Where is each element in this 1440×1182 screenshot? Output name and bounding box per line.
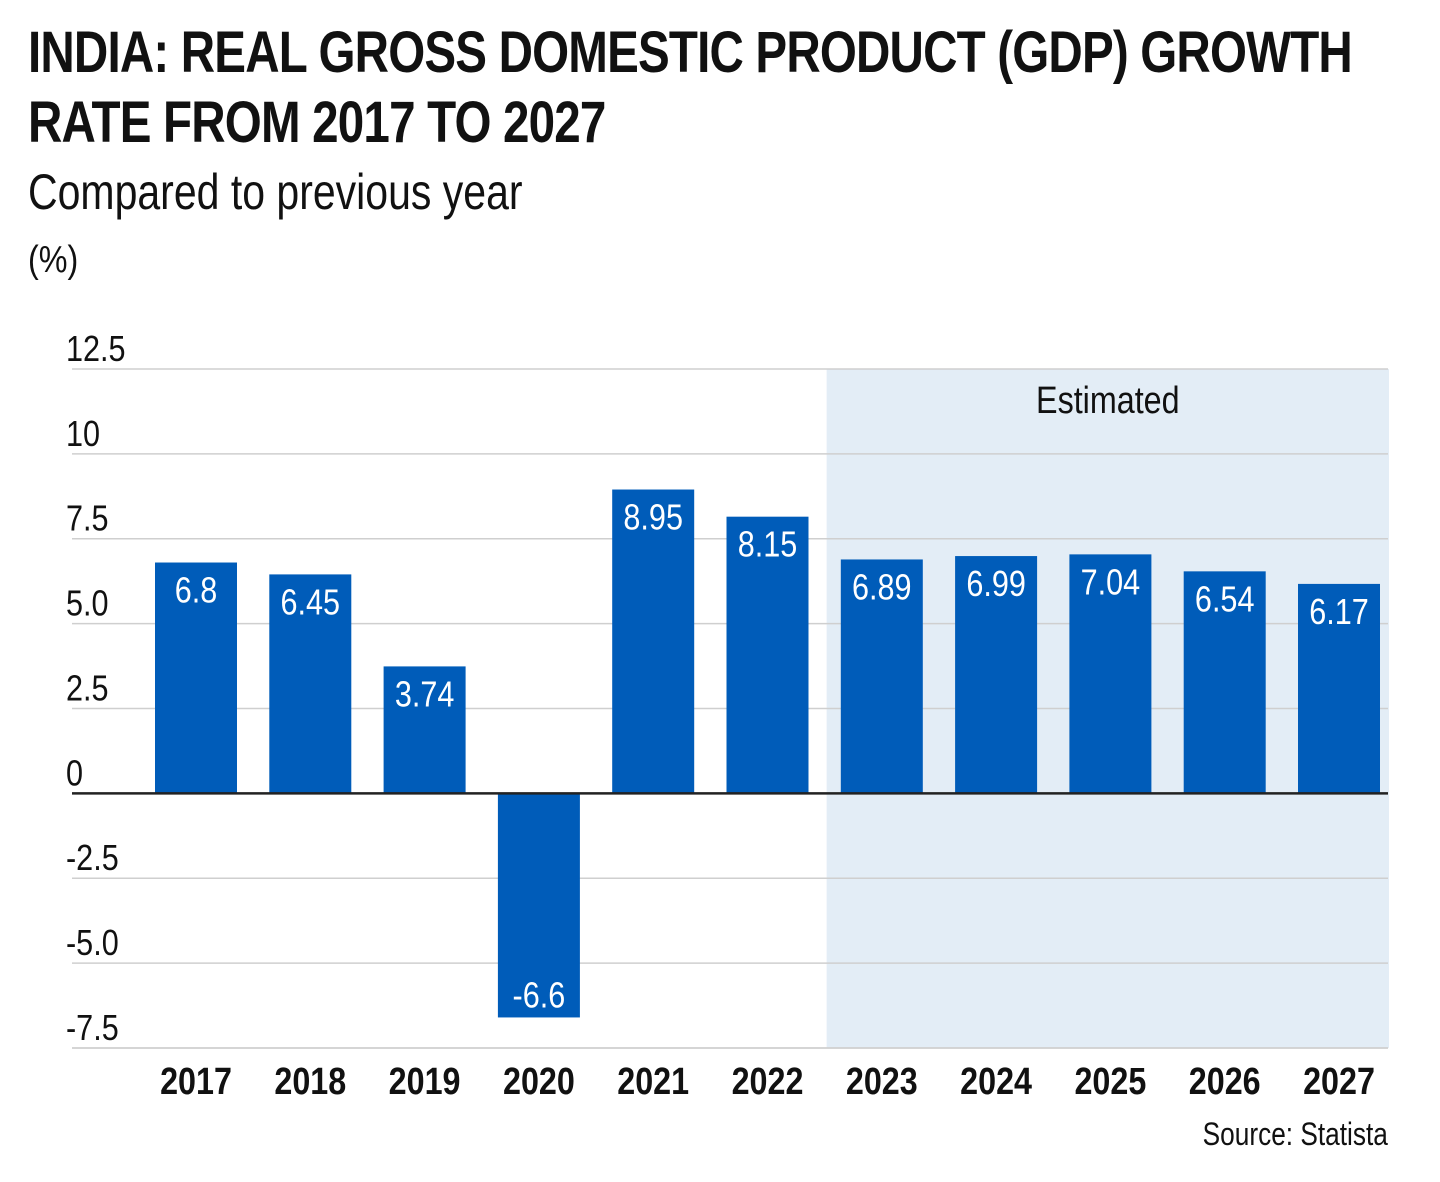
x-tick-label: 2019 <box>389 1061 461 1100</box>
bar-2017 <box>155 562 237 794</box>
y-tick-label: -7.5 <box>66 1009 119 1049</box>
bar-value-label: 6.45 <box>281 583 341 623</box>
bar-value-label: 6.54 <box>1195 580 1255 620</box>
bar-value-label: 8.15 <box>738 525 798 565</box>
bar-2023 <box>840 559 923 794</box>
y-tick-label: -5.0 <box>66 924 119 964</box>
bar-value-label: -6.6 <box>513 976 566 1016</box>
bar-value-label: 6.89 <box>852 568 912 608</box>
bar-value-label: 7.04 <box>1081 563 1141 603</box>
bar-2021 <box>612 489 695 794</box>
y-tick-label: -2.5 <box>66 839 119 879</box>
bar-2025 <box>1069 554 1152 794</box>
bar-2022 <box>726 516 809 794</box>
x-tick-label: 2024 <box>960 1061 1032 1100</box>
bar-value-label: 3.74 <box>395 675 455 715</box>
bar-value-label: 6.8 <box>175 571 218 611</box>
x-tick-label: 2021 <box>617 1061 689 1100</box>
y-tick-label: 7.5 <box>66 500 109 540</box>
chart-title: INDIA: REAL GROSS DOMESTIC PRODUCT (GDP)… <box>28 20 1353 155</box>
x-tick-label: 2022 <box>732 1061 804 1100</box>
bar-2018 <box>269 574 352 794</box>
y-tick-label: 5.0 <box>66 584 109 624</box>
y-tick-label: 10 <box>66 415 100 455</box>
source-note: Source: Statista <box>1202 1116 1388 1152</box>
bar-value-label: 8.95 <box>623 498 683 538</box>
bar-2027 <box>1298 583 1380 794</box>
bar-value-label: 6.99 <box>966 565 1026 605</box>
x-tick-label: 2025 <box>1074 1061 1146 1100</box>
unit-label: (%) <box>28 239 79 281</box>
bar-chart: Estimated 12.5 10 7.5 5.0 2.5 0 -2.5 -5.0 -7.5 6.8… <box>66 330 1389 1100</box>
y-tick-label: 12.5 <box>66 330 126 370</box>
bar-2024 <box>955 556 1038 794</box>
x-tick-label: 2018 <box>274 1061 346 1100</box>
x-tick-label: 2026 <box>1189 1061 1261 1100</box>
x-tick-label: 2023 <box>846 1061 918 1100</box>
bar-2026 <box>1183 571 1266 794</box>
x-tick-label: 2017 <box>160 1061 232 1100</box>
bar-2019 <box>383 666 466 794</box>
bar-2020 <box>497 793 580 1018</box>
y-tick-label: 2.5 <box>66 669 109 709</box>
y-tick-label: 0 <box>66 754 83 794</box>
estimated-label: Estimated <box>1036 380 1180 422</box>
x-tick-label: 2020 <box>503 1061 575 1100</box>
bar-value-label: 6.17 <box>1309 593 1369 633</box>
chart-subtitle: Compared to previous year <box>28 164 523 220</box>
x-tick-label: 2027 <box>1303 1061 1375 1100</box>
